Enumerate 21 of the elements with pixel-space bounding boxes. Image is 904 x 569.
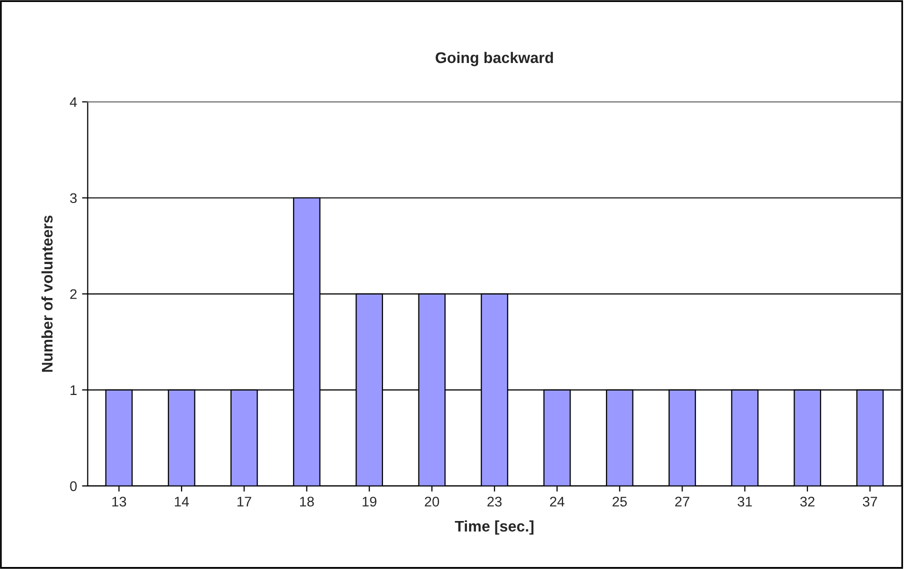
y-tick-label: 1 [70,385,77,395]
y-tick-label: 0 [70,481,77,492]
x-tick-label: 14 [174,496,189,506]
y-tick-label: 3 [70,193,77,204]
x-tick-label: 17 [237,496,252,506]
x-tick-label: 24 [550,496,564,506]
x-tick-label: 13 [112,496,126,507]
x-axis-title: Time [sec.] [454,520,534,535]
x-tick-label: 31 [738,496,752,507]
x-tick-label: 18 [300,496,314,507]
x-tick-label: 32 [800,496,814,507]
x-tick-label: 37 [862,496,878,507]
x-tick-label: 20 [424,496,440,507]
x-tick-label: 27 [675,496,690,506]
x-tick-label: 19 [362,496,376,507]
x-tick-label: 23 [487,496,502,507]
x-tick-label: 25 [612,496,627,507]
y-tick-label: 2 [70,289,77,299]
y-axis-title: Number of volunteers [41,216,53,372]
chart-title: Going backward [436,52,553,66]
y-tick-label: 4 [70,97,77,107]
